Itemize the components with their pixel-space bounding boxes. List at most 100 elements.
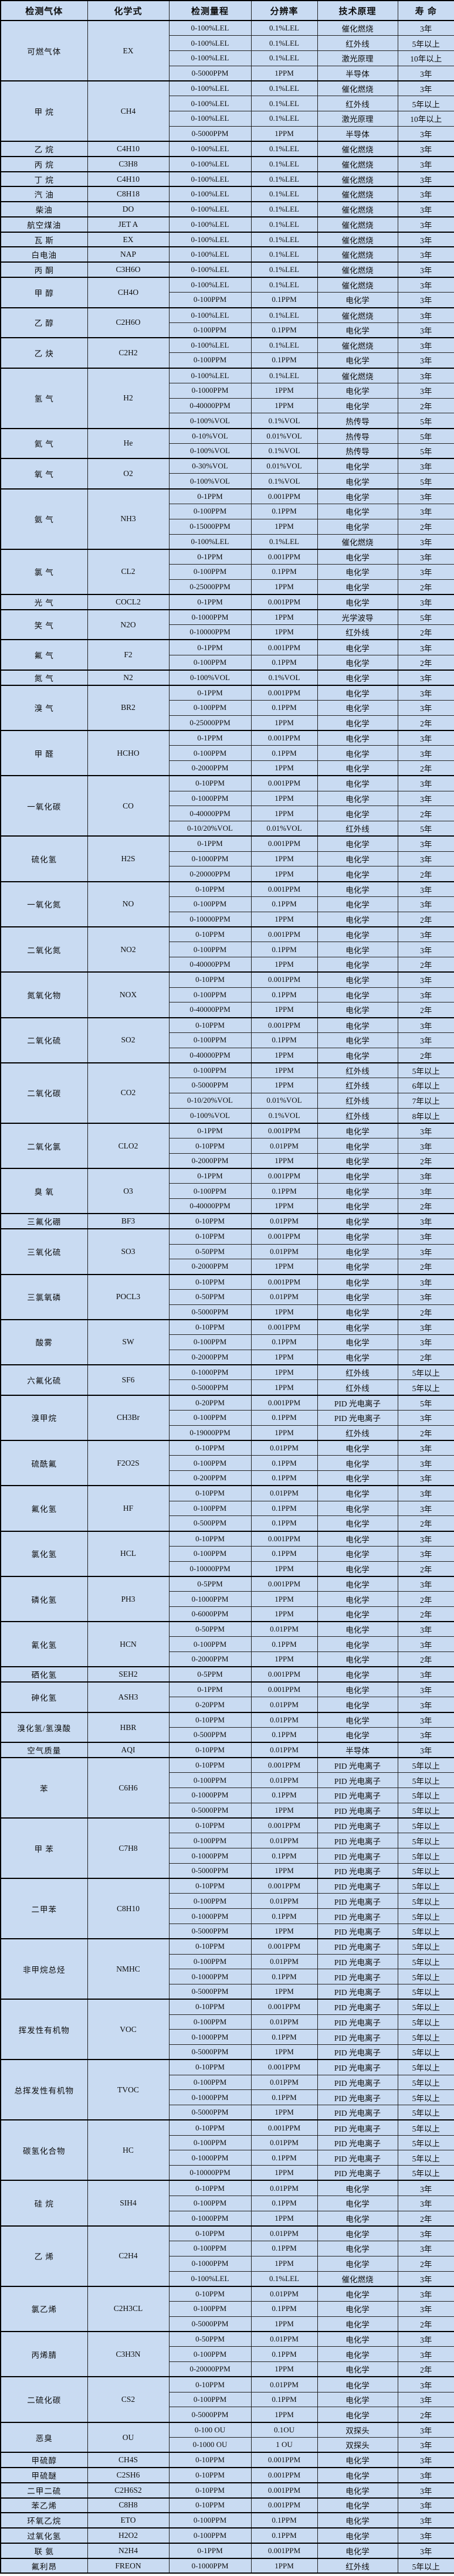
lifespan-cell: 2年 [397,654,454,671]
table-row: 联 氨 N2H4 0-1PPM 0.001PPM 电化学 3年 [0,2542,454,2559]
principle-cell: 催化燃烧 [317,533,398,550]
resolution-cell: 0.001PPM [250,1273,318,1290]
gas-name-cell: 二氧化氯 [0,1122,88,1169]
range-cell: 0-100PPM [168,2527,252,2544]
resolution-cell: 0.001PPM [250,1228,318,1245]
lifespan-cell: 3年 [397,533,454,550]
lifespan-cell: 3年 [397,1530,454,1547]
resolution-cell: 0.1%LEL [250,261,318,278]
principle-cell: 红外线 [317,1078,398,1093]
chemical-formula-cell: F2O2S [87,1439,170,1486]
table-row: 氮氧化物 NOX 0-10PPM 0.001PPM 电化学 3年 [0,971,454,1018]
chemical-formula-cell: SO3 [87,1228,170,1275]
range-cell: 0-100PPM [168,1409,252,1426]
range-cell: 0-40000PPM [168,1047,252,1063]
resolution-cell: 0.1%LEL [250,201,318,218]
lifespan-cell: 5年以上 [397,1817,454,1834]
resolution-cell: 1PPM [250,1561,318,1577]
range-cell: 0-1000 OU [168,2437,252,2453]
lifespan-cell: 3年 [397,835,454,852]
header-row: 检测气体 化学式 检测量程 分辨率 技术原理 寿 命 [0,0,454,21]
range-cell: 0-10PPM [168,2285,252,2302]
principle-cell: 催化燃烧 [317,277,398,293]
range-cell: 0-20PPM [168,1394,252,1411]
lifespan-cell: 3年 [397,2331,454,2347]
principle-cell: 电化学 [317,579,398,595]
lifespan-cell: 2年 [397,2316,454,2332]
lifespan-cell: 2年 [397,866,454,882]
gas-name-cell: 氰化氢 [0,1621,88,1667]
lifespan-cell: 2年 [397,1349,454,1365]
resolution-cell: 1PPM [250,2557,318,2574]
lifespan-cell: 2年 [397,1606,454,1622]
gas-name-cell: 砷化氢 [0,1681,88,1713]
chemical-formula-cell: SW [87,1318,170,1365]
principle-cell: 电化学 [317,639,398,655]
lifespan-cell: 3年 [397,851,454,867]
chemical-formula-cell: HCHO [87,729,170,776]
lifespan-cell: 2年 [397,2255,454,2272]
range-cell: 0-100%VOL [168,669,252,686]
gas-name-cell: 氯 气 [0,548,88,595]
principle-cell: 电化学 [317,1500,398,1517]
principle-cell: 电化学 [317,1318,398,1335]
table-row: 0-100PPM 0.1PPM 电化学 3年 [1,1636,454,1653]
lifespan-cell: 2年 [397,760,454,776]
gas-name-cell: 二硫化碳 [0,2376,88,2423]
resolution-cell: 1PPM [250,790,318,807]
table-row: 0-5000PPM 1PPM PID 光电离子 5年以上 [1,1984,454,2000]
chemical-formula-cell: BR2 [87,684,170,731]
range-cell: 0-200PPM [168,1470,252,1486]
gas-name-cell: 氟 气 [0,639,88,671]
table-row: 氧 气 O2 0-30%VOL 0.01%VOL 电化学 3年 [0,458,454,490]
table-row: 0-1000PPM 0.1PPM PID 光电离子 5年以上 [1,1848,454,1864]
range-cell: 0-10PPM [168,1938,252,1955]
resolution-cell: 0.001PPM [250,2452,318,2468]
table-row: 0-1000PPM 0.1PPM PID 光电离子 5年以上 [1,1969,454,1985]
range-cell: 0-100PPM [168,292,252,308]
lifespan-cell: 3年 [397,367,454,383]
resolution-cell: 0.1PPM [250,1727,318,1743]
table-row: 0-10/20%VOL 0.01%VOL 红外线 7年以上 [1,1092,454,1109]
table-row: 0-100PPM 0.1PPM 电化学 3年 [1,699,454,716]
range-cell: 0-100%LEL [168,231,252,247]
gas-name-cell: 乙 烯 [0,2225,88,2287]
principle-cell: 电化学 [317,851,398,867]
principle-cell: 电化学 [317,684,398,701]
resolution-cell: 0.1%LEL [250,186,318,202]
chemical-formula-cell: FREON [87,2557,170,2574]
table-row: 二甲二硫 C2H6S2 0-10PPM 0.001PPM 电化学 3年 [0,2482,454,2499]
table-row: 溴 气 BR2 0-1PPM 0.001PPM 电化学 3年 [0,684,454,731]
range-cell: 0-1000PPM [168,1364,252,1381]
range-cell: 0-10PPM [168,2482,252,2499]
principle-cell: 红外线 [317,821,398,837]
principle-cell: 电化学 [317,729,398,746]
gas-name-cell: 甲 苯 [0,1817,88,1879]
gas-name-cell: 挥发性有机物 [0,1999,88,2060]
principle-cell: 电化学 [317,699,398,716]
gas-table-body: 可燃气体 EX 0-100%LEL 0.1%LEL 催化燃烧 3年 0-100%LEL 0.1… [0,19,454,2574]
table-row: 乙 烯 C2H4 0-10PPM 0.01PPM 电化学 3年 [0,2225,454,2287]
chemical-formula-cell: C6H6 [87,1757,170,1819]
range-cell: 0-100PPM [168,2241,252,2256]
lifespan-cell: 5年以上 [397,2105,454,2120]
lifespan-cell: 3年 [397,1334,454,1350]
principle-cell: 电化学 [317,1561,398,1577]
range-cell: 0-10PPM [168,2497,252,2513]
table-row: 氦 气 He 0-10%VOL 0.01%VOL 热传导 5年 [0,427,454,459]
resolution-cell: 0.1PPM [250,322,318,338]
table-row: 0-1000 OU 1 OU 双探头 3年 [1,2437,454,2453]
range-cell: 0-100PPM [168,2014,252,2030]
range-cell: 0-1000PPM [168,2557,252,2574]
chemical-formula-cell: SEH2 [87,1666,170,1683]
lifespan-cell: 10年以上 [397,50,454,66]
table-row: 0-1000PPM 0.1PPM PID 光电离子 5年以上 [1,1787,454,1803]
range-cell: 0-5PPM [168,1575,252,1592]
principle-cell: 电化学 [317,2512,398,2529]
table-row: 甲 醇 CH4O 0-100%LEL 0.1%LEL 催化燃烧 3年 [0,277,454,308]
resolution-cell: 0.1PPM [250,1500,318,1517]
lifespan-cell: 2年 [397,1591,454,1607]
lifespan-cell: 3年 [397,548,454,565]
lifespan-cell: 3年 [397,80,454,97]
lifespan-cell: 3年 [397,1621,454,1637]
